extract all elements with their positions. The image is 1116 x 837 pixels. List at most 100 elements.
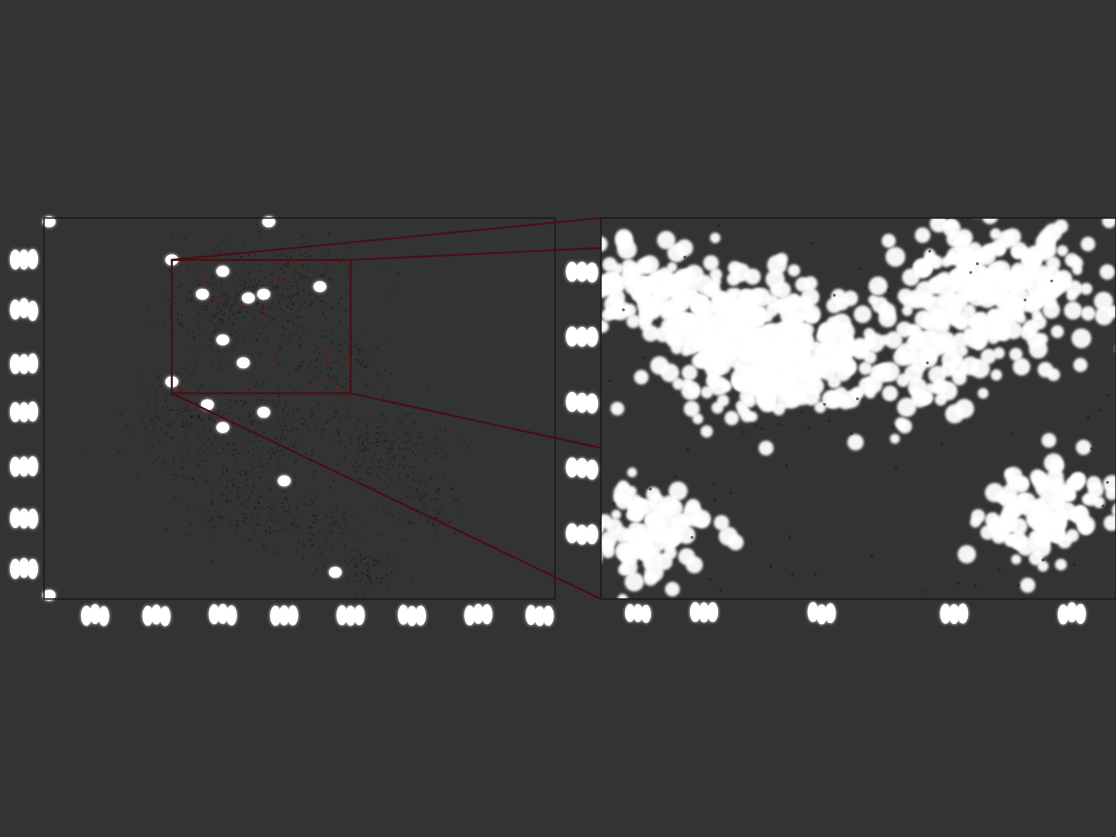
scatter-point: [372, 442, 375, 445]
scatter-point: [257, 517, 260, 520]
scatter-point: [309, 409, 312, 412]
inset-scatter-point: [679, 314, 698, 333]
y-tick-label-part: [9, 402, 21, 423]
scatter-point: [220, 388, 223, 392]
scatter-point: [408, 439, 411, 442]
scatter-point: [352, 465, 355, 468]
inset-x-tick-label-part: [825, 603, 836, 624]
scatter-point: [376, 474, 379, 477]
scatter-point: [380, 430, 383, 433]
scatter-point: [221, 332, 225, 335]
scatter-point: [293, 476, 297, 479]
scatter-point: [265, 339, 268, 342]
inset-scatter-point: [1073, 357, 1088, 373]
inset-dark-point: [1086, 415, 1090, 419]
scatter-point: [388, 451, 391, 454]
inset-scatter-point: [881, 233, 896, 248]
inset-scatter-point: [1008, 302, 1025, 319]
zoom-connector-lines: [171, 217, 602, 600]
inset-scatter-point: [678, 548, 696, 566]
inset-dark-point: [926, 361, 929, 365]
scatter-point: [315, 518, 318, 521]
scatter-point: [278, 362, 281, 365]
scatter-point: [259, 332, 262, 335]
scatter-point: [233, 281, 236, 284]
scatter-point: [232, 443, 235, 446]
scatter-point: [172, 458, 175, 461]
highlight-point: [257, 406, 271, 418]
scatter-point: [229, 271, 232, 275]
y-tick-label-part: [9, 249, 21, 270]
scatter-point: [281, 408, 284, 411]
inset-y-tick-labels: [565, 261, 599, 545]
scatter-point: [185, 434, 188, 437]
scatter-point: [390, 478, 393, 481]
inset-x-tick-label-part: [641, 604, 651, 623]
scatter-point: [327, 372, 331, 375]
inset-dark-point: [810, 241, 813, 245]
inset-scatter-point: [642, 300, 662, 320]
inset-y-tick-label-part: [575, 261, 589, 282]
scatter-point: [172, 473, 175, 476]
scatter-point: [284, 425, 287, 428]
scatter-point: [391, 447, 394, 450]
scatter-point: [173, 461, 176, 464]
scatter-point: [291, 295, 294, 298]
inset-scatter-point: [667, 243, 687, 263]
scatter-point: [252, 410, 255, 413]
scatter-point: [208, 414, 211, 417]
scatter-point: [342, 527, 345, 531]
scatter-point: [156, 415, 159, 418]
scatter-point: [184, 407, 187, 410]
scatter-point: [359, 580, 362, 583]
scatter-point: [358, 352, 361, 355]
scatter-point: [341, 385, 344, 388]
scatter-point: [336, 386, 339, 389]
scatter-point: [257, 523, 260, 526]
scatter-point: [192, 336, 195, 339]
scatter-point: [199, 459, 202, 462]
scatter-point: [179, 467, 182, 470]
scatter-point: [314, 382, 318, 385]
scatter-point: [364, 383, 367, 386]
scatter-point: [195, 483, 198, 487]
inset-scatter-point: [966, 270, 981, 284]
scatter-point: [222, 313, 225, 316]
scatter-point: [364, 332, 367, 335]
scatter-point: [440, 447, 443, 450]
scatter-point: [347, 334, 351, 337]
inset-scatter-point: [700, 425, 713, 438]
scatter-point: [260, 398, 263, 401]
scatter-point: [183, 367, 186, 370]
inset-y-tick-label-part: [565, 261, 579, 282]
scatter-point: [377, 375, 380, 378]
inset-dark-point: [1106, 481, 1109, 484]
inset-scatter-point: [756, 347, 776, 367]
inset-dark-point: [674, 475, 677, 478]
scatter-point: [326, 387, 329, 390]
scatter-point: [231, 323, 234, 326]
scatter-point: [419, 493, 422, 496]
inset-scatter-point: [761, 391, 777, 407]
scatter-point: [219, 320, 222, 324]
x-tick-label-part: [98, 606, 110, 627]
y-tick-label: [9, 249, 39, 270]
scatter-point: [242, 417, 245, 420]
scatter-point: [365, 432, 368, 435]
inset-y-tick-label-part: [575, 392, 589, 413]
scatter-point: [278, 465, 281, 468]
scatter-point: [366, 364, 369, 367]
scatter-point: [268, 446, 271, 449]
scatter-point: [330, 340, 333, 343]
scatter-point: [322, 311, 325, 314]
scatter-point: [331, 531, 334, 534]
inset-dark-point: [717, 224, 720, 228]
scatter-point: [216, 293, 219, 297]
scatter-point: [419, 479, 422, 482]
scatter-point: [149, 438, 152, 441]
scatter-point: [419, 515, 422, 518]
scatter-point: [353, 516, 356, 520]
scatter-point: [337, 538, 340, 541]
scatter-point: [333, 520, 336, 523]
scatter-point: [302, 242, 305, 246]
